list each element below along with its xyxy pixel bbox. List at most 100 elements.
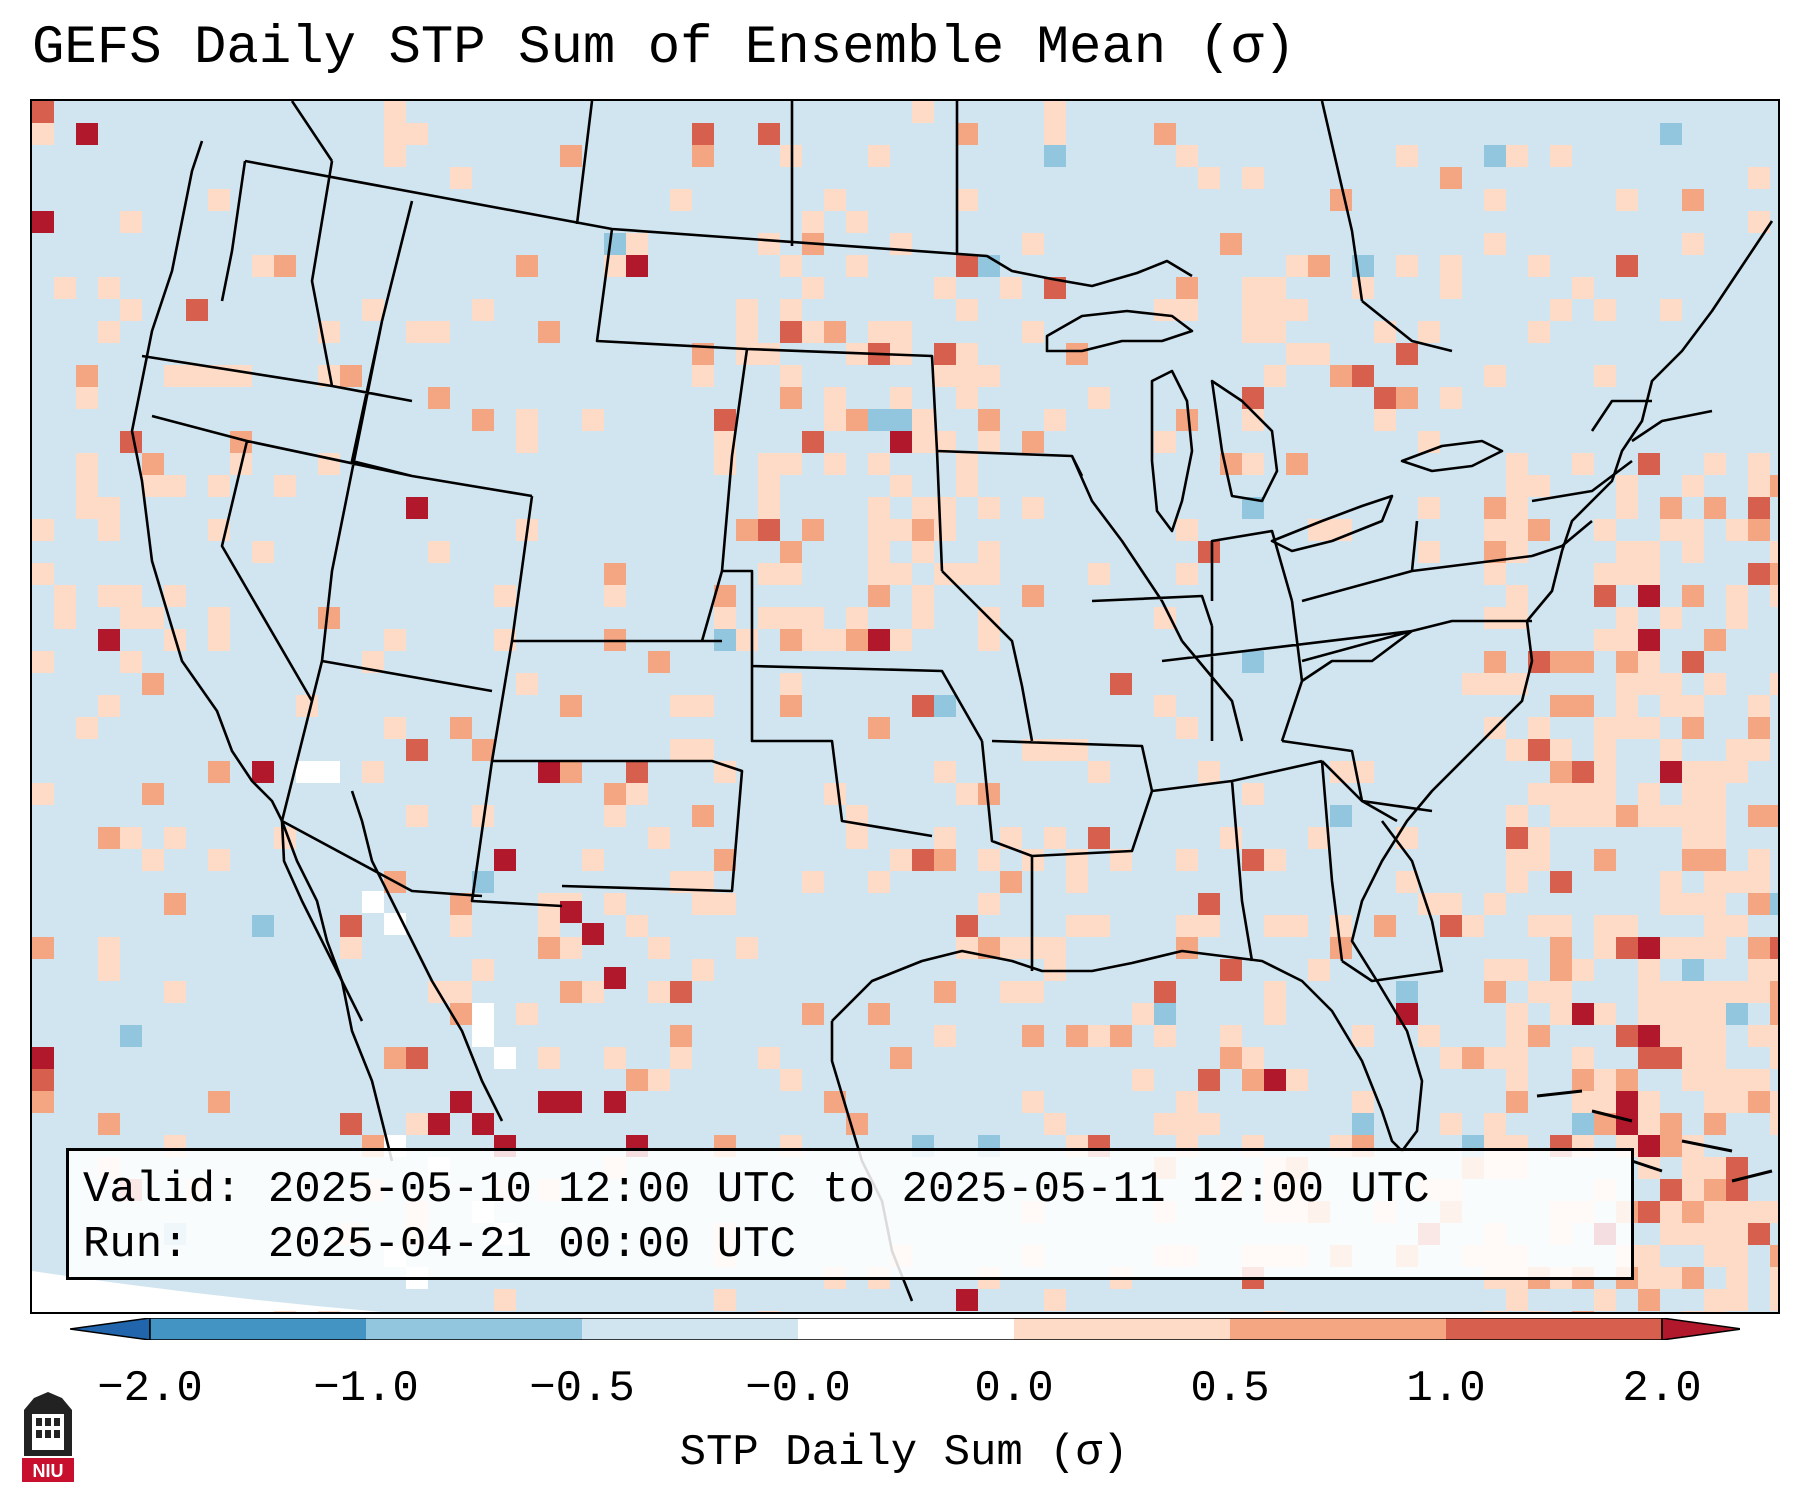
anomaly-cell — [1198, 1069, 1220, 1091]
anomaly-cell — [1638, 563, 1660, 585]
anomaly-cell — [1484, 189, 1506, 211]
anomaly-cell — [604, 1091, 626, 1113]
anomaly-cell — [956, 365, 978, 387]
anomaly-cell — [1660, 1135, 1682, 1157]
anomaly-cell — [1374, 387, 1396, 409]
anomaly-cell — [626, 783, 648, 805]
colorbar-tick-label: 1.0 — [1406, 1364, 1486, 1414]
anomaly-cell — [670, 739, 692, 761]
anomaly-cell — [1660, 981, 1682, 1003]
anomaly-cell — [1660, 1267, 1682, 1289]
anomaly-cell — [1286, 343, 1308, 365]
anomaly-cell — [1594, 1289, 1616, 1311]
anomaly-cell — [1682, 761, 1704, 783]
anomaly-cell — [1440, 915, 1462, 937]
anomaly-cell — [1506, 1003, 1528, 1025]
anomaly-cell — [362, 761, 384, 783]
anomaly-cell — [1704, 981, 1726, 1003]
anomaly-cell — [626, 233, 648, 255]
anomaly-cell — [956, 783, 978, 805]
anomaly-cell — [340, 365, 362, 387]
anomaly-cell — [1682, 849, 1704, 871]
anomaly-cell — [450, 893, 472, 915]
colorbar-tick-label: −0.0 — [745, 1364, 851, 1414]
anomaly-cell — [1682, 827, 1704, 849]
anomaly-cell — [1506, 673, 1528, 695]
anomaly-cell — [406, 1047, 428, 1069]
anomaly-cell — [1638, 959, 1660, 981]
anomaly-cell — [934, 497, 956, 519]
anomaly-cell — [230, 365, 252, 387]
anomaly-cell — [98, 277, 120, 299]
anomaly-cell — [956, 453, 978, 475]
anomaly-cell — [1506, 497, 1528, 519]
map-panel[interactable] — [30, 99, 1780, 1314]
anomaly-cell — [1506, 475, 1528, 497]
anomaly-cell — [1704, 1003, 1726, 1025]
anomaly-cell — [494, 849, 516, 871]
anomaly-cell — [1726, 1003, 1748, 1025]
anomaly-cell — [1682, 1135, 1704, 1157]
anomaly-cell — [824, 189, 846, 211]
anomaly-cell — [1506, 607, 1528, 629]
anomaly-cell — [1198, 915, 1220, 937]
no-data-cell — [472, 1025, 494, 1047]
anomaly-cell — [164, 827, 186, 849]
anomaly-cell — [846, 827, 868, 849]
anomaly-cell — [1638, 1201, 1660, 1223]
anomaly-cell — [1352, 1113, 1374, 1135]
anomaly-cell — [648, 1069, 670, 1091]
anomaly-cell — [1770, 1289, 1778, 1311]
anomaly-cell — [1198, 167, 1220, 189]
anomaly-cell — [1726, 761, 1748, 783]
run-time: 2025-04-21 00:00 UTC — [267, 1220, 796, 1270]
anomaly-cell — [956, 915, 978, 937]
anomaly-cell — [1616, 915, 1638, 937]
anomaly-cell — [1528, 827, 1550, 849]
anomaly-cell — [1396, 827, 1418, 849]
anomaly-cell — [1660, 1179, 1682, 1201]
anomaly-cell — [1726, 607, 1748, 629]
anomaly-cell — [1154, 1003, 1176, 1025]
anomaly-cell — [1770, 1091, 1778, 1113]
anomaly-cell — [76, 717, 98, 739]
anomaly-cell — [1220, 1047, 1242, 1069]
anomaly-cell — [32, 1091, 54, 1113]
anomaly-cell — [1198, 893, 1220, 915]
anomaly-cell — [1748, 1223, 1770, 1245]
anomaly-cell — [1704, 827, 1726, 849]
anomaly-cell — [1264, 365, 1286, 387]
anomaly-cell — [1660, 1003, 1682, 1025]
anomaly-cell — [934, 827, 956, 849]
anomaly-cell — [692, 695, 714, 717]
anomaly-cell — [1022, 585, 1044, 607]
anomaly-cell — [1506, 959, 1528, 981]
anomaly-cell — [1638, 1113, 1660, 1135]
anomaly-cell — [1682, 1311, 1704, 1312]
anomaly-cell — [604, 805, 626, 827]
anomaly-cell — [1704, 1245, 1726, 1267]
anomaly-cell — [318, 607, 340, 629]
anomaly-cell — [1726, 1245, 1748, 1267]
anomaly-cell — [1396, 871, 1418, 893]
anomaly-cell — [1704, 1311, 1726, 1312]
anomaly-cell — [1352, 1025, 1374, 1047]
colorbar-segment — [798, 1318, 1014, 1340]
colorbar-segment — [1014, 1318, 1230, 1340]
anomaly-cell — [1000, 981, 1022, 1003]
anomaly-cell — [1220, 827, 1242, 849]
anomaly-cell — [340, 1113, 362, 1135]
anomaly-cell — [494, 585, 516, 607]
anomaly-cell — [1704, 1047, 1726, 1069]
anomaly-cell — [208, 1091, 230, 1113]
anomaly-cell — [1616, 629, 1638, 651]
anomaly-cell — [780, 541, 802, 563]
anomaly-cell — [494, 1289, 516, 1311]
anomaly-cell — [1550, 299, 1572, 321]
anomaly-cell — [868, 563, 890, 585]
anomaly-cell — [846, 409, 868, 431]
anomaly-cell — [1748, 695, 1770, 717]
anomaly-cell — [1462, 673, 1484, 695]
anomaly-cell — [758, 453, 780, 475]
anomaly-cell — [758, 123, 780, 145]
